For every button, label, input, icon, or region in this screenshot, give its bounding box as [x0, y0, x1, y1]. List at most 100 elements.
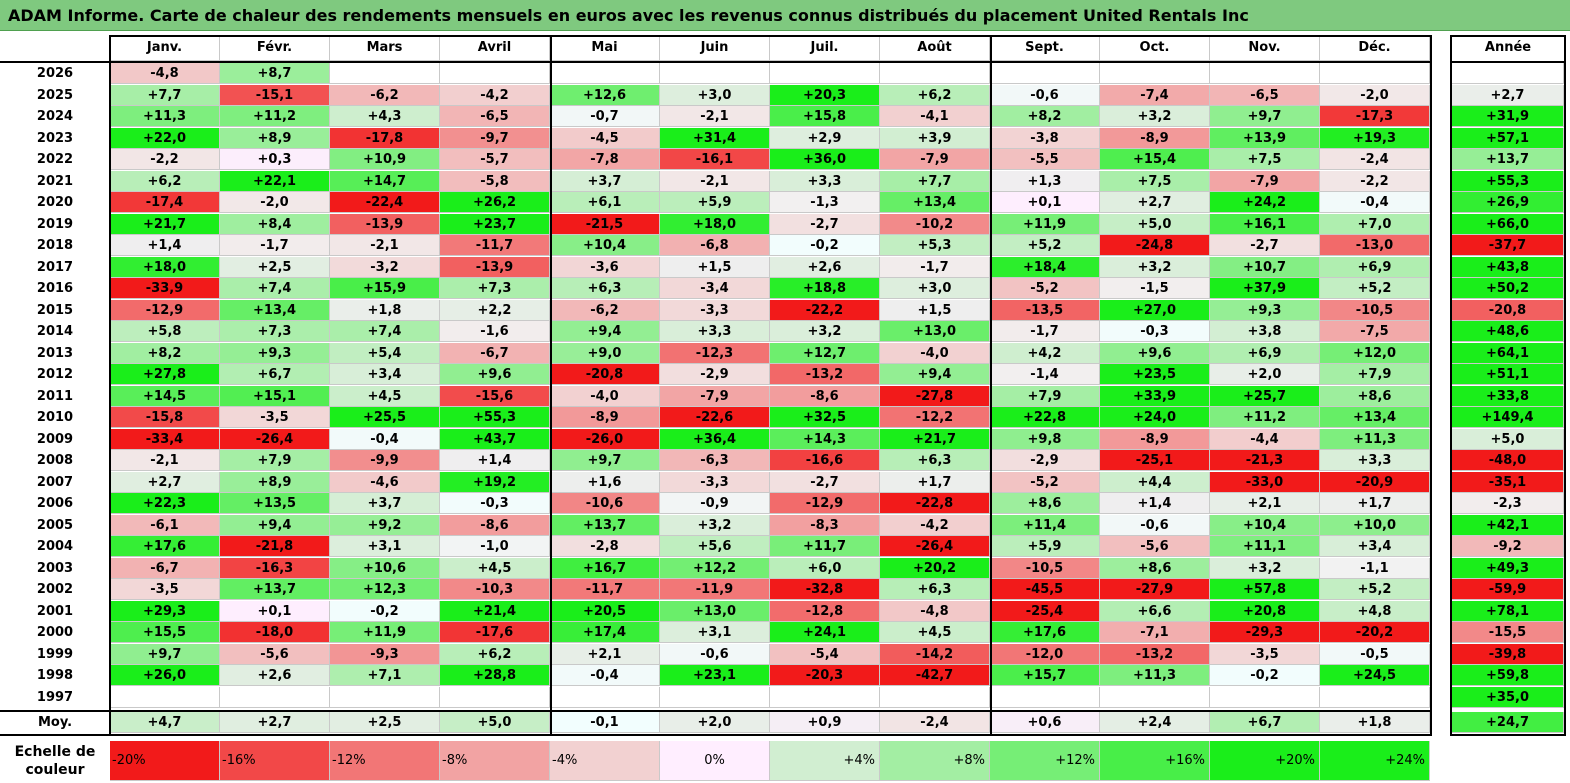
average-annual-cell: +24,7 [1452, 712, 1564, 733]
heatmap-cell: -0,6 [660, 643, 770, 665]
heatmap-cell: -0,5 [1320, 643, 1430, 665]
month-header: Avril [440, 37, 550, 61]
heatmap-cell: -13,9 [330, 213, 440, 235]
heatmap-cell [550, 686, 660, 708]
row-year-label: 2004 [36, 539, 74, 554]
month-header: Oct. [1100, 37, 1210, 61]
heatmap-cell: -5,2 [990, 471, 1100, 493]
heatmap-cell: -12,2 [880, 407, 990, 428]
heatmap-cell: +11,2 [220, 106, 330, 127]
heatmap-cell: +5,3 [880, 235, 990, 256]
heatmap-cell: -3,5 [110, 579, 220, 600]
heatmap-cell: +7,5 [1210, 149, 1320, 170]
heatmap-cell: +57,8 [1210, 579, 1320, 600]
heatmap-cell: +22,0 [110, 127, 220, 149]
heatmap-cell: -4,8 [880, 600, 990, 622]
month-header: Mai [550, 37, 660, 61]
heatmap-cell: -0,2 [1210, 665, 1320, 686]
heatmap-cell: +3,7 [550, 170, 660, 192]
heatmap-cell: +43,7 [440, 428, 550, 450]
heatmap-cell: +8,6 [1100, 557, 1210, 579]
row-year-label: 2024 [36, 109, 74, 124]
row-year-label: 2013 [36, 345, 74, 361]
heatmap-cell: +15,9 [330, 278, 440, 299]
heatmap-cell: +8,6 [1320, 385, 1430, 407]
heatmap-cell [1320, 686, 1430, 708]
row-year-label: 2008 [36, 453, 74, 468]
heatmap-cell: +22,8 [990, 407, 1100, 428]
heatmap-cell: -1,1 [1320, 557, 1430, 579]
color-scale-step: -16% [220, 741, 330, 781]
heatmap-cell: -7,4 [1100, 84, 1210, 106]
heatmap-cell: -42,7 [880, 665, 990, 686]
heatmap-cell: +7,7 [880, 170, 990, 192]
annual-return-cell: +5,0 [1452, 428, 1564, 450]
heatmap-cell: -7,9 [660, 385, 770, 407]
annual-return-cell [1452, 63, 1564, 84]
heatmap-cell [330, 63, 440, 84]
annual-return-cell: -39,8 [1452, 643, 1564, 665]
heatmap-cell: -17,6 [440, 622, 550, 643]
heatmap-cell: +9,0 [550, 342, 660, 364]
heatmap-cell: -18,0 [220, 622, 330, 643]
heatmap-cell: +14,3 [770, 428, 880, 450]
heatmap-cell: +3,9 [880, 127, 990, 149]
heatmap-cell: +3,3 [1320, 450, 1430, 471]
heatmap-cell: -3,3 [660, 471, 770, 493]
heatmap-cell: +3,1 [660, 622, 770, 643]
heatmap-cell: +1,5 [880, 299, 990, 321]
heatmap-cell: +2,7 [110, 471, 220, 493]
heatmap-cell: +7,1 [330, 665, 440, 686]
heatmap-cell: +11,9 [330, 622, 440, 643]
heatmap-cell: +6,1 [550, 192, 660, 213]
heatmap-cell: +9,7 [550, 450, 660, 471]
heatmap-cell: +1,7 [1320, 493, 1430, 514]
row-year-label: 2026 [36, 66, 74, 81]
heatmap-cell: +4,5 [880, 622, 990, 643]
row-year-label: 2025 [36, 87, 74, 103]
annual-return-cell: +43,8 [1452, 256, 1564, 278]
heatmap-cell: +5,2 [1320, 579, 1430, 600]
heatmap-cell: +19,2 [440, 471, 550, 493]
average-cell: +2,7 [220, 712, 330, 733]
heatmap-cell: +15,7 [990, 665, 1100, 686]
heatmap-cell: -7,8 [550, 149, 660, 170]
table-border-line [990, 35, 992, 736]
heatmap-cell: -8,6 [440, 514, 550, 536]
heatmap-cell: +16,7 [550, 557, 660, 579]
heatmap-cell: +2,5 [220, 256, 330, 278]
heatmap-cell: -2,1 [330, 235, 440, 256]
row-year-label: 2005 [36, 517, 74, 533]
heatmap-cell: +15,8 [770, 106, 880, 127]
heatmap-cell: +25,7 [1210, 385, 1320, 407]
heatmap-cell: +3,2 [1100, 106, 1210, 127]
heatmap-cell: -32,8 [770, 579, 880, 600]
heatmap-cell: +24,0 [1100, 407, 1210, 428]
heatmap-cell: +37,9 [1210, 278, 1320, 299]
heatmap-cell: +12,3 [330, 579, 440, 600]
heatmap-cell: +11,1 [1210, 536, 1320, 557]
heatmap-cell: +13,0 [880, 321, 990, 342]
heatmap-cell: +20,5 [550, 600, 660, 622]
heatmap-cell: -1,6 [440, 321, 550, 342]
heatmap-cell: +8,9 [220, 471, 330, 493]
heatmap-cell: -25,1 [1100, 450, 1210, 471]
heatmap-cell: -13,2 [1100, 643, 1210, 665]
heatmap-cell: -2,8 [550, 536, 660, 557]
heatmap-cell: -12,0 [990, 643, 1100, 665]
heatmap-cell: +18,4 [990, 256, 1100, 278]
heatmap-cell: +11,3 [110, 106, 220, 127]
color-scale-step: +20% [1210, 741, 1320, 781]
heatmap-cell: -1,4 [990, 364, 1100, 385]
heatmap-cell: +24,2 [1210, 192, 1320, 213]
heatmap-cell: -4,8 [110, 63, 220, 84]
heatmap-cell: +5,2 [990, 235, 1100, 256]
heatmap-cell: +5,9 [990, 536, 1100, 557]
heatmap-cell: -7,9 [1210, 170, 1320, 192]
row-year-label: 1997 [36, 689, 74, 705]
heatmap-cell: +11,2 [1210, 407, 1320, 428]
heatmap-cell: +3,2 [770, 321, 880, 342]
heatmap-cell: +27,8 [110, 364, 220, 385]
heatmap-cell: -15,6 [440, 385, 550, 407]
heatmap-cell [990, 686, 1100, 708]
